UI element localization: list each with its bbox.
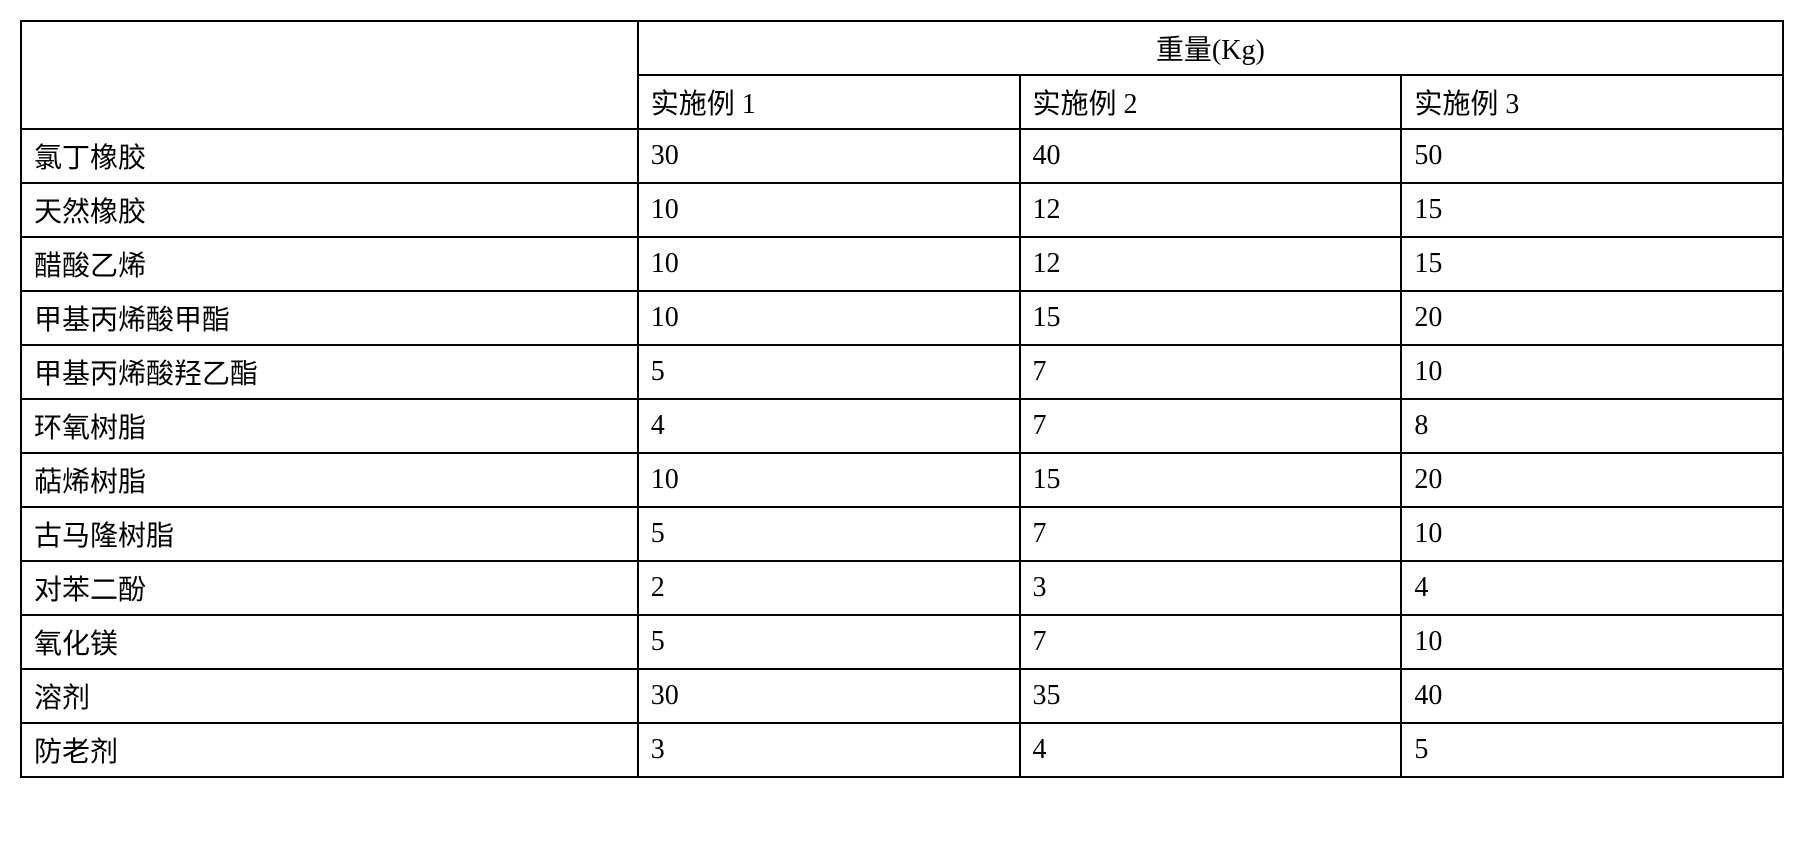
cell-value: 12	[1020, 183, 1402, 237]
header-blank-cell	[21, 21, 638, 129]
cell-value: 15	[1401, 183, 1783, 237]
cell-value: 15	[1020, 291, 1402, 345]
row-label: 氯丁橡胶	[21, 129, 638, 183]
row-label: 古马隆树脂	[21, 507, 638, 561]
cell-value: 12	[1020, 237, 1402, 291]
cell-value: 2	[638, 561, 1020, 615]
table-row: 溶剂 30 35 40	[21, 669, 1783, 723]
row-label: 氧化镁	[21, 615, 638, 669]
table-body: 氯丁橡胶 30 40 50 天然橡胶 10 12 15 醋酸乙烯 10 12 1…	[21, 129, 1783, 777]
cell-value: 5	[1401, 723, 1783, 777]
row-label: 醋酸乙烯	[21, 237, 638, 291]
cell-value: 5	[638, 507, 1020, 561]
cell-value: 10	[638, 453, 1020, 507]
table-container: 重量(Kg) 实施例 1 实施例 2 实施例 3 氯丁橡胶 30 40 50 天…	[20, 20, 1784, 778]
row-label: 甲基丙烯酸甲酯	[21, 291, 638, 345]
table-row: 防老剂 3 4 5	[21, 723, 1783, 777]
cell-value: 35	[1020, 669, 1402, 723]
cell-value: 3	[638, 723, 1020, 777]
header-row-1: 重量(Kg)	[21, 21, 1783, 75]
cell-value: 7	[1020, 399, 1402, 453]
row-label: 防老剂	[21, 723, 638, 777]
row-label: 天然橡胶	[21, 183, 638, 237]
cell-value: 15	[1401, 237, 1783, 291]
table-row: 醋酸乙烯 10 12 15	[21, 237, 1783, 291]
cell-value: 8	[1401, 399, 1783, 453]
cell-value: 30	[638, 129, 1020, 183]
cell-value: 4	[1401, 561, 1783, 615]
header-example-1: 实施例 1	[638, 75, 1020, 129]
cell-value: 50	[1401, 129, 1783, 183]
table-row: 甲基丙烯酸甲酯 10 15 20	[21, 291, 1783, 345]
cell-value: 5	[638, 345, 1020, 399]
row-label: 萜烯树脂	[21, 453, 638, 507]
table-row: 氯丁橡胶 30 40 50	[21, 129, 1783, 183]
cell-value: 40	[1020, 129, 1402, 183]
table-row: 天然橡胶 10 12 15	[21, 183, 1783, 237]
cell-value: 30	[638, 669, 1020, 723]
table-header: 重量(Kg) 实施例 1 实施例 2 实施例 3	[21, 21, 1783, 129]
table-row: 氧化镁 5 7 10	[21, 615, 1783, 669]
cell-value: 10	[1401, 615, 1783, 669]
cell-value: 3	[1020, 561, 1402, 615]
row-label: 溶剂	[21, 669, 638, 723]
row-label: 甲基丙烯酸羟乙酯	[21, 345, 638, 399]
cell-value: 20	[1401, 453, 1783, 507]
table-row: 对苯二酚 2 3 4	[21, 561, 1783, 615]
table-row: 环氧树脂 4 7 8	[21, 399, 1783, 453]
cell-value: 20	[1401, 291, 1783, 345]
cell-value: 40	[1401, 669, 1783, 723]
table-row: 甲基丙烯酸羟乙酯 5 7 10	[21, 345, 1783, 399]
cell-value: 10	[638, 291, 1020, 345]
cell-value: 7	[1020, 507, 1402, 561]
cell-value: 10	[638, 183, 1020, 237]
cell-value: 15	[1020, 453, 1402, 507]
header-example-3: 实施例 3	[1401, 75, 1783, 129]
cell-value: 5	[638, 615, 1020, 669]
table-row: 古马隆树脂 5 7 10	[21, 507, 1783, 561]
cell-value: 10	[1401, 507, 1783, 561]
table-row: 萜烯树脂 10 15 20	[21, 453, 1783, 507]
cell-value: 7	[1020, 615, 1402, 669]
row-label: 环氧树脂	[21, 399, 638, 453]
cell-value: 10	[638, 237, 1020, 291]
cell-value: 10	[1401, 345, 1783, 399]
header-example-2: 实施例 2	[1020, 75, 1402, 129]
cell-value: 7	[1020, 345, 1402, 399]
cell-value: 4	[638, 399, 1020, 453]
cell-value: 4	[1020, 723, 1402, 777]
data-table: 重量(Kg) 实施例 1 实施例 2 实施例 3 氯丁橡胶 30 40 50 天…	[20, 20, 1784, 778]
row-label: 对苯二酚	[21, 561, 638, 615]
header-weight-label: 重量(Kg)	[638, 21, 1783, 75]
